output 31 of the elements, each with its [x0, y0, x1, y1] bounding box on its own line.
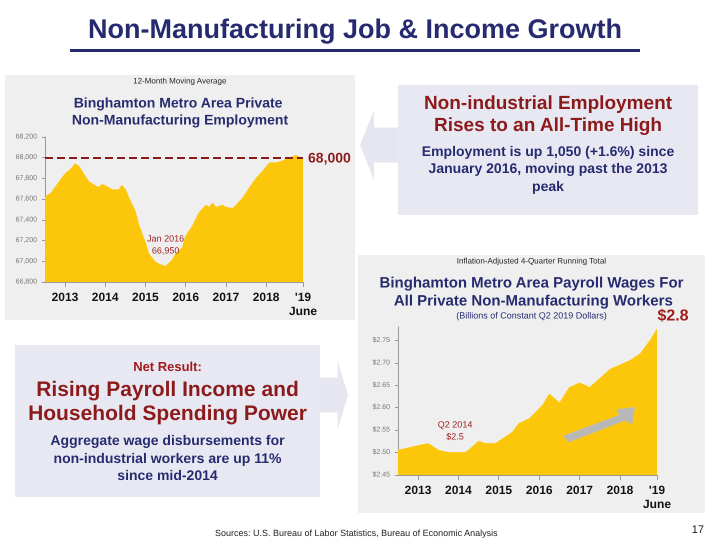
x-tick-label: 2016 — [526, 483, 553, 497]
x-tick-label: 2013 — [404, 483, 432, 497]
x-tick-label: 2017 — [212, 290, 240, 304]
x-tick-label: 2018 — [252, 290, 280, 304]
x-tick-label: 2016 — [172, 290, 200, 304]
annotation: Jan 2016 66,950 — [147, 233, 184, 256]
chart-title: Binghamton Metro Area Payroll Wages For All Private Non-Manufacturing Workers — [380, 274, 684, 310]
text: 17 — [692, 524, 704, 536]
text: Non-industrial Employment Rises to an All-Time High — [422, 93, 674, 137]
annotation: $2.8 — [657, 308, 689, 325]
text: Rising Payroll Income and Household Spending Power — [27, 378, 308, 426]
x-tick-label: '19 June — [642, 483, 672, 511]
text: Net Result: — [132, 359, 203, 374]
text: Employment is up 1,050 (+1.6%) since January 2016, moving past the 2013 peak — [420, 142, 676, 196]
chart-subtitle: Inflation-Adjusted 4-Quarter Running Total — [456, 256, 606, 266]
text: Aggregate wage disbursements for non-industrial workers are up 11% since mid-2014 — [49, 432, 286, 485]
x-tick-label: 2015 — [485, 483, 512, 497]
ref-line-label: 68,000 — [308, 150, 352, 166]
text: Non-Manufacturing Job & Income Growth — [70, 14, 640, 52]
annotation: Q2 2014 $2.5 — [438, 420, 472, 442]
chart-title: Binghamton Metro Area Private Non-Manufacturing Employment — [72, 94, 288, 128]
chart-subtitle: 12-Month Moving Average — [133, 76, 227, 86]
x-tick-label: 2013 — [52, 290, 79, 304]
x-tick-label: 2018 — [606, 483, 634, 497]
x-tick-label: '19 June — [288, 290, 318, 318]
x-tick-label: 2017 — [566, 483, 594, 497]
source-note: Sources: U.S. Bureau of Labor Statistics, Bureau of Economic Analysis — [215, 528, 498, 538]
x-tick-label: 2014 — [445, 483, 472, 497]
x-tick-label: 2014 — [92, 290, 119, 304]
x-tick-label: 2015 — [132, 290, 160, 304]
text: (Billions of Constant Q2 2019 Dollars) — [456, 310, 607, 320]
